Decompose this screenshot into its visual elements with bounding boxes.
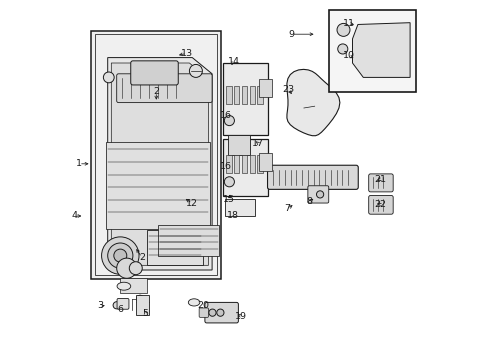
Circle shape [316, 191, 323, 198]
Text: 17: 17 [252, 139, 264, 148]
Circle shape [337, 44, 347, 54]
Bar [223, 139, 267, 196]
Circle shape [189, 64, 202, 77]
Bar [233, 86, 239, 104]
Text: 11: 11 [342, 19, 354, 28]
Text: 19: 19 [234, 311, 246, 320]
Bar [147, 230, 203, 265]
Bar [225, 155, 231, 173]
Circle shape [136, 295, 143, 302]
FancyBboxPatch shape [368, 174, 392, 192]
Circle shape [102, 237, 139, 274]
Circle shape [208, 309, 216, 316]
Text: 5: 5 [142, 309, 148, 318]
Polygon shape [286, 69, 339, 136]
Circle shape [216, 309, 224, 316]
Bar [258, 79, 272, 97]
Text: 14: 14 [227, 57, 239, 66]
Text: 3: 3 [97, 301, 103, 310]
Text: 7: 7 [284, 204, 290, 213]
Text: 8: 8 [305, 197, 312, 206]
Polygon shape [107, 58, 212, 270]
Bar [241, 155, 247, 173]
Circle shape [336, 23, 349, 36]
Bar [328, 10, 415, 92]
Bar [249, 86, 255, 104]
Ellipse shape [188, 299, 200, 306]
Text: 15: 15 [223, 195, 235, 204]
Text: 18: 18 [226, 211, 239, 220]
Text: 2: 2 [153, 87, 159, 96]
Bar [257, 155, 263, 173]
Bar [106, 142, 210, 229]
Bar [224, 199, 255, 216]
FancyBboxPatch shape [368, 195, 392, 214]
Bar [233, 155, 239, 173]
Bar [158, 225, 219, 256]
Ellipse shape [117, 282, 130, 290]
Bar [95, 34, 217, 275]
Text: 20: 20 [197, 301, 209, 310]
FancyBboxPatch shape [117, 74, 212, 103]
Circle shape [103, 72, 114, 83]
Bar [228, 135, 249, 155]
Bar [241, 86, 247, 104]
Circle shape [129, 262, 142, 275]
Bar [225, 86, 231, 104]
Bar [249, 155, 255, 173]
Circle shape [117, 258, 137, 278]
Text: 23: 23 [282, 85, 294, 94]
Bar [91, 31, 221, 279]
Circle shape [113, 302, 120, 309]
Polygon shape [111, 63, 208, 265]
Text: 4: 4 [71, 211, 78, 220]
Text: 12: 12 [186, 199, 198, 208]
Text: 16: 16 [219, 112, 231, 120]
Text: 9: 9 [288, 30, 294, 39]
Text: 1: 1 [76, 159, 81, 168]
FancyBboxPatch shape [307, 186, 328, 203]
Text: 16: 16 [219, 162, 231, 171]
Text: 10: 10 [342, 51, 354, 60]
Bar [223, 63, 267, 135]
Text: 6: 6 [117, 305, 123, 314]
Bar [136, 295, 149, 315]
FancyBboxPatch shape [267, 165, 358, 189]
Text: 13: 13 [181, 49, 193, 58]
FancyBboxPatch shape [199, 308, 208, 318]
Circle shape [224, 116, 234, 126]
Bar [120, 278, 146, 293]
Text: 22: 22 [374, 200, 386, 209]
FancyBboxPatch shape [130, 61, 178, 85]
Circle shape [107, 243, 133, 268]
Bar [258, 153, 272, 171]
Text: 21: 21 [374, 175, 386, 184]
Circle shape [114, 249, 126, 262]
FancyBboxPatch shape [117, 298, 129, 309]
Circle shape [224, 177, 234, 187]
FancyBboxPatch shape [204, 302, 238, 323]
Bar [257, 86, 263, 104]
Text: 2: 2 [139, 253, 144, 262]
Polygon shape [352, 23, 409, 77]
